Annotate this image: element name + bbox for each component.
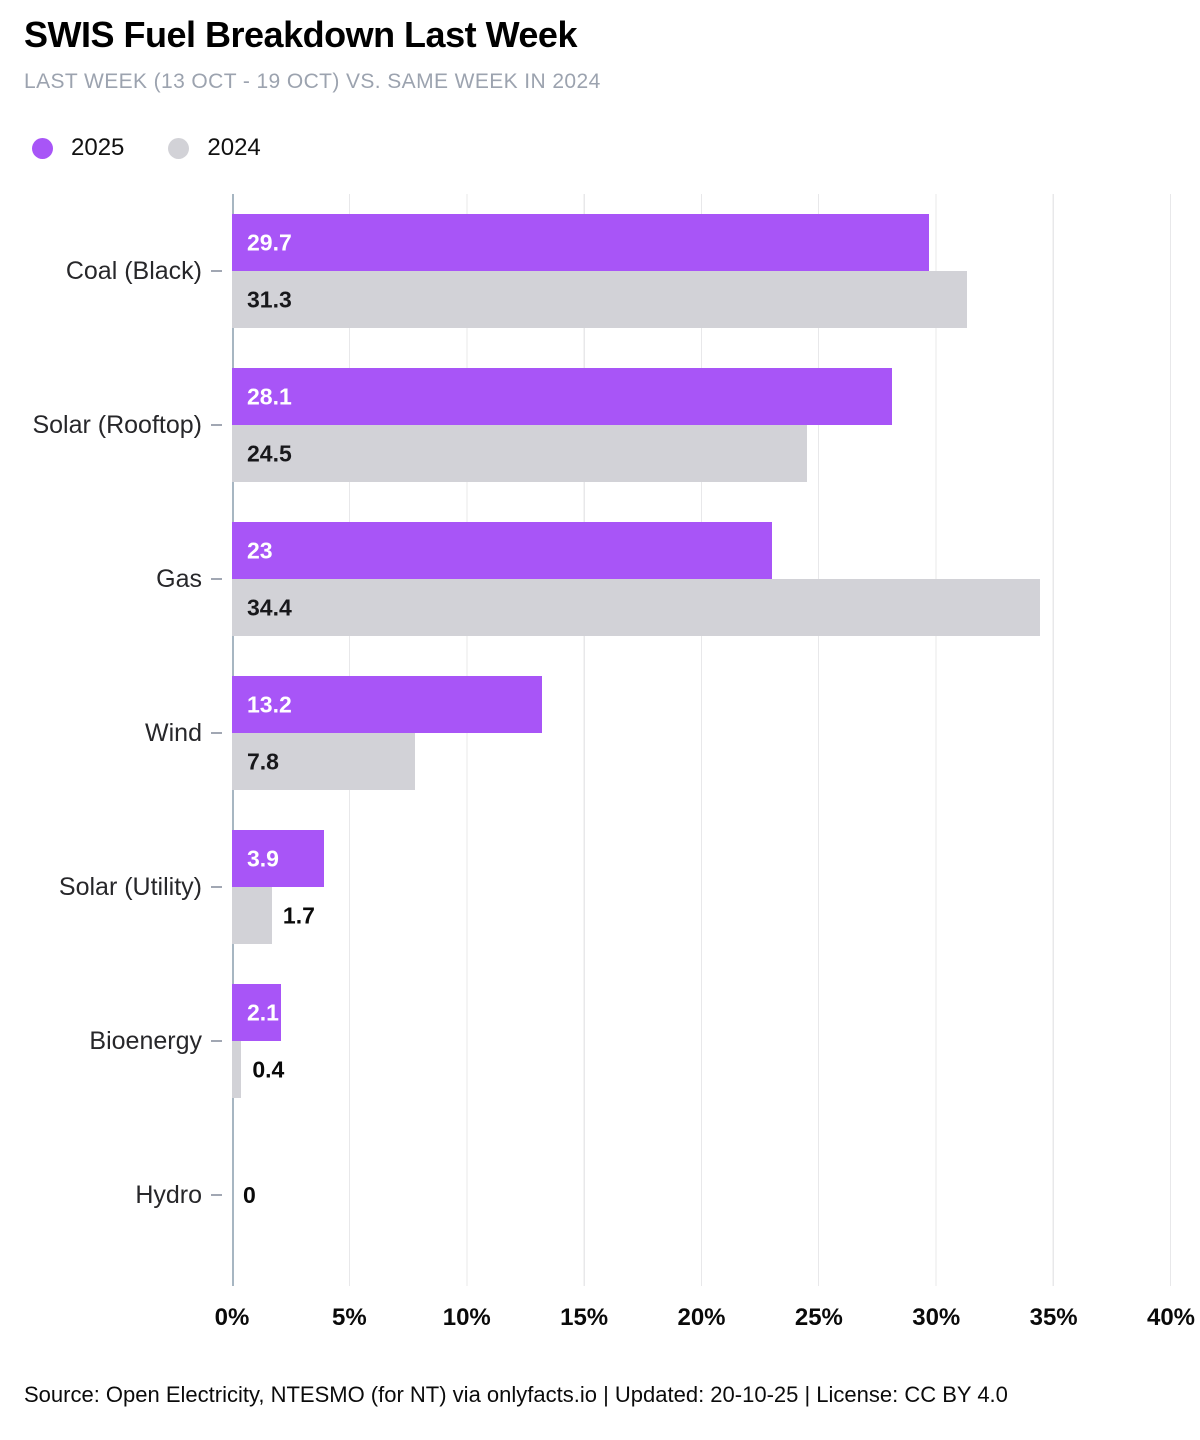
tick-mark-icon [211,1194,222,1196]
bar-track: 0.4 [232,1041,1171,1098]
category-label: Hydro [24,1118,232,1272]
bar-group: 29.7 31.3 [232,194,1171,348]
x-tick-label: 30% [912,1304,961,1331]
tick-mark-icon [211,732,222,734]
bar-track: 23 [232,522,1171,579]
category-label: Wind [24,656,232,810]
chart-subtitle: LAST WEEK (13 OCT - 19 OCT) VS. SAME WEE… [24,70,601,93]
tick-mark-icon [211,270,222,272]
value-label: 3.9 [247,845,279,871]
category-label-text: Solar (Rooftop) [32,410,202,439]
bar-2025-solar-utility[interactable]: 3.9 [232,830,324,887]
bar-2024-coal-black[interactable]: 31.3 [232,271,967,328]
category-label-text: Wind [145,718,202,747]
value-label: 24.5 [247,440,292,466]
x-tick-label: 20% [677,1304,726,1331]
value-label: 29.7 [247,229,292,255]
x-tick-label: 5% [332,1304,367,1331]
bar-2025-solar-rooftop[interactable]: 28.1 [232,368,892,425]
legend: 2025 2024 [32,134,1200,162]
bar-group: 0 [232,1118,1171,1272]
bar-track: 34.4 [232,579,1171,636]
legend-label-2024: 2024 [207,134,261,161]
bar-track: 2.1 [232,984,1171,1041]
legend-swatch-2024-icon [168,137,190,159]
chart-row-solar-utility: Solar (Utility) 3.9 1.7 [24,810,1200,964]
bar-group: 3.9 1.7 [232,810,1171,964]
x-tick-label: 35% [1029,1304,1078,1331]
tick-mark-icon [211,1040,222,1042]
bar-chart: Coal (Black) 29.7 31.3 Solar (Rooftop) 28.1 2… [24,194,1200,1286]
chart-row-hydro: Hydro 0 [24,1118,1200,1272]
source-attribution: Source: Open Electricity, NTESMO (for NT… [24,1382,1008,1407]
chart-row-wind: Wind 13.2 7.8 [24,656,1200,810]
category-label-text: Gas [156,564,202,593]
x-tick-label: 15% [560,1304,609,1331]
value-label: 34.4 [247,594,292,620]
value-label: 0.4 [252,1056,285,1082]
x-tick-label: 10% [442,1304,491,1331]
bar-group: 13.2 7.8 [232,656,1171,810]
legend-swatch-2025-icon [32,137,53,159]
bar-track: 24.5 [232,425,1171,482]
bar-2024-solar-utility[interactable] [232,887,272,944]
bar-track: 31.3 [232,271,1171,328]
bar-2025-bioenergy[interactable]: 2.1 [232,984,282,1041]
value-label: 2.1 [247,999,279,1025]
category-label: Bioenergy [24,964,232,1118]
x-tick-label: 25% [794,1304,843,1331]
legend-label-2025: 2025 [71,134,125,161]
value-label: 31.3 [247,286,292,312]
legend-item-2024[interactable]: 2024 [168,134,261,162]
chart-row-gas: Gas 23 34.4 [24,502,1200,656]
bar-2025-gas[interactable]: 23 [232,522,772,579]
bar-track: 29.7 [232,214,1171,271]
chart-row-coal-black: Coal (Black) 29.7 31.3 [24,194,1200,348]
chart-title: SWIS Fuel Breakdown Last Week [24,14,577,55]
tick-mark-icon [211,886,222,888]
value-label: 0 [243,1181,256,1208]
category-label-text: Coal (Black) [65,256,202,285]
chart-row-solar-rooftop: Solar (Rooftop) 28.1 24.5 [24,348,1200,502]
bar-2024-solar-rooftop[interactable]: 24.5 [232,425,808,482]
bar-group: 28.1 24.5 [232,348,1171,502]
category-label: Solar (Rooftop) [24,348,232,502]
x-axis: 0% 5% 10% 15% 20% 25% 30% 35% 40% [215,1304,1195,1336]
x-tick-label: 0% [214,1304,250,1331]
tick-mark-icon [211,424,222,426]
category-label: Gas [24,502,232,656]
chart-rows: Coal (Black) 29.7 31.3 Solar (Rooftop) 28.1 2… [24,194,1200,1272]
category-label-text: Bioenergy [89,1026,202,1055]
bar-2025-wind[interactable]: 13.2 [232,676,542,733]
bar-group: 23 34.4 [232,502,1171,656]
bar-track: 3.9 [232,830,1171,887]
bar-track: 1.7 [232,887,1171,944]
category-label: Coal (Black) [24,194,232,348]
bar-2024-wind[interactable]: 7.8 [232,733,416,790]
value-label: 28.1 [247,383,292,409]
chart-row-bioenergy: Bioenergy 2.1 0.4 [24,964,1200,1118]
value-label: 7.8 [247,748,279,774]
legend-item-2025[interactable]: 2025 [32,134,124,162]
tick-mark-icon [211,578,222,580]
bar-track: 28.1 [232,368,1171,425]
bar-2024-gas[interactable]: 34.4 [232,579,1040,636]
value-label: 1.7 [282,902,315,928]
value-label: 23 [247,537,273,563]
bar-track: 13.2 [232,676,1171,733]
bar-track: 7.8 [232,733,1171,790]
category-label: Solar (Utility) [24,810,232,964]
category-label-text: Hydro [135,1180,202,1209]
category-label-text: Solar (Utility) [58,872,202,901]
bar-2025-coal-black[interactable]: 29.7 [232,214,930,271]
bar-2024-bioenergy[interactable] [232,1041,242,1098]
bar-group: 2.1 0.4 [232,964,1171,1118]
value-label: 13.2 [247,691,292,717]
x-tick-label: 40% [1146,1304,1196,1331]
